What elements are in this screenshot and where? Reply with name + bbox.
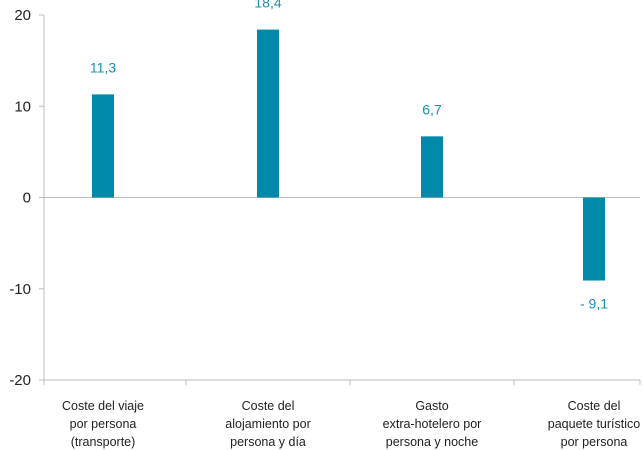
category-label: por persona: [561, 435, 628, 449]
data-label: - 9,1: [580, 296, 608, 312]
bars-group: [92, 29, 605, 281]
y-tick-label: 10: [14, 98, 31, 115]
y-tick-label: -10: [9, 281, 31, 298]
category-label: (transporte): [71, 435, 136, 449]
category-label: Coste del: [242, 399, 295, 413]
category-label: Coste del: [568, 399, 621, 413]
bar: [421, 136, 443, 198]
data-label: 6,7: [422, 101, 442, 117]
category-labels-group: Coste del viaje por persona (transporte) Co…: [62, 399, 640, 449]
y-axis-ticks: -20 -10 0 10 20: [9, 7, 641, 389]
bar: [583, 197, 605, 281]
y-tick-label: 0: [23, 190, 31, 207]
category-label: extra-hotelero por: [383, 417, 482, 431]
category-label: Gasto: [415, 399, 448, 413]
category-label: por persona: [70, 417, 137, 431]
data-labels-group: 11,3 18,4 6,7 - 9,1: [90, 0, 608, 312]
bar: [257, 29, 279, 198]
bar: [92, 94, 114, 198]
category-label: persona y noche: [386, 435, 478, 449]
category-label: alojamiento por: [225, 417, 310, 431]
data-label: 11,3: [90, 59, 116, 75]
category-label: paquete turístico: [548, 417, 640, 431]
category-label: persona y día: [230, 435, 306, 449]
category-label: Coste del viaje: [62, 399, 144, 413]
data-label: 18,4: [254, 0, 281, 11]
y-tick-label: -20: [9, 372, 31, 389]
y-tick-label: 20: [14, 7, 31, 24]
